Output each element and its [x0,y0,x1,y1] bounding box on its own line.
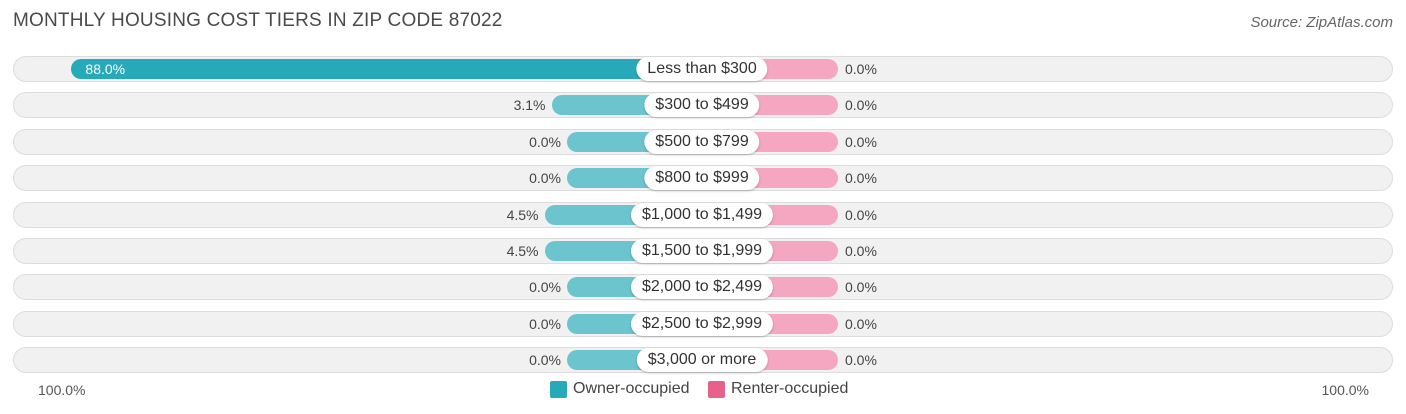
axis-left-label: 100.0% [38,382,86,398]
category-label: $1,500 to $1,999 [630,239,774,263]
owner-value-label: 3.1% [513,97,546,113]
renter-value-label: 0.0% [845,170,877,186]
renter-value-label: 0.0% [845,316,877,332]
category-label: Less than $300 [636,57,768,81]
chart-title: MONTHLY HOUSING COST TIERS IN ZIP CODE 8… [13,10,503,31]
renter-value-label: 0.0% [845,243,877,259]
renter-value-label: 0.0% [845,61,877,77]
renter-value-label: 0.0% [845,207,877,223]
axis-right-label: 100.0% [1321,382,1369,398]
legend-renter-swatch [708,380,725,398]
renter-value-label: 0.0% [845,134,877,150]
owner-value-label: 0.0% [529,316,561,332]
source-credit: Source: ZipAtlas.com [1250,14,1393,31]
owner-value-label: 0.0% [529,134,561,150]
owner-value-label: 4.5% [506,207,539,223]
category-label: $2,000 to $2,499 [630,275,774,299]
owner-value-label: 88.0% [85,61,126,77]
owner-value-label: 4.5% [506,243,539,259]
legend-renter-label: Renter-occupied [731,380,849,397]
category-label: $300 to $499 [644,93,760,117]
owner-value-label: 0.0% [529,170,561,186]
category-label: $800 to $999 [644,166,760,190]
legend-owner-swatch [550,380,567,398]
legend-renter: Renter-occupied [708,380,848,398]
category-label: $500 to $799 [644,130,760,154]
category-label: $1,000 to $1,499 [630,203,774,227]
legend-owner-label: Owner-occupied [573,380,690,397]
renter-value-label: 0.0% [845,279,877,295]
owner-value-label: 0.0% [529,279,561,295]
owner-value-label: 0.0% [529,352,561,368]
legend-owner: Owner-occupied [550,380,690,398]
bar-owner [71,59,702,79]
renter-value-label: 0.0% [845,352,877,368]
category-label: $2,500 to $2,999 [630,312,774,336]
renter-value-label: 0.0% [845,97,877,113]
category-label: $3,000 or more [636,348,768,372]
